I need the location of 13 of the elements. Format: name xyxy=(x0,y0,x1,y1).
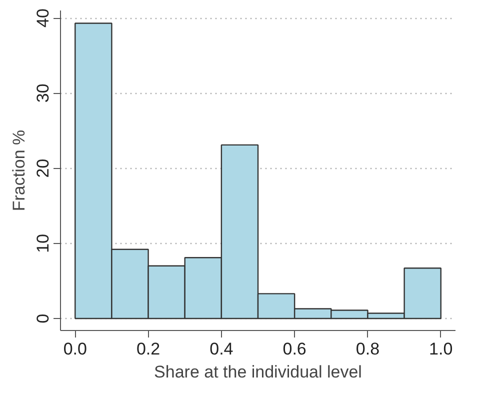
y-tick-label: 30 xyxy=(34,84,52,103)
x-tick-label: 0.6 xyxy=(282,340,306,358)
x-tick-label: 0.0 xyxy=(63,340,87,358)
y-axis-title: Fraction % xyxy=(10,130,28,212)
x-tick-label: 0.4 xyxy=(210,340,234,358)
x-tick-label: 1.0 xyxy=(429,340,453,358)
y-tick-label: 0 xyxy=(34,314,52,324)
y-tick-label: 10 xyxy=(34,234,52,253)
x-axis-title: Share at the individual level xyxy=(154,362,362,382)
y-tick-label: 40 xyxy=(34,8,52,28)
x-tick-label: 0.8 xyxy=(356,340,380,358)
y-tick-label: 20 xyxy=(34,158,52,178)
x-tick-label: 0.2 xyxy=(136,340,160,358)
